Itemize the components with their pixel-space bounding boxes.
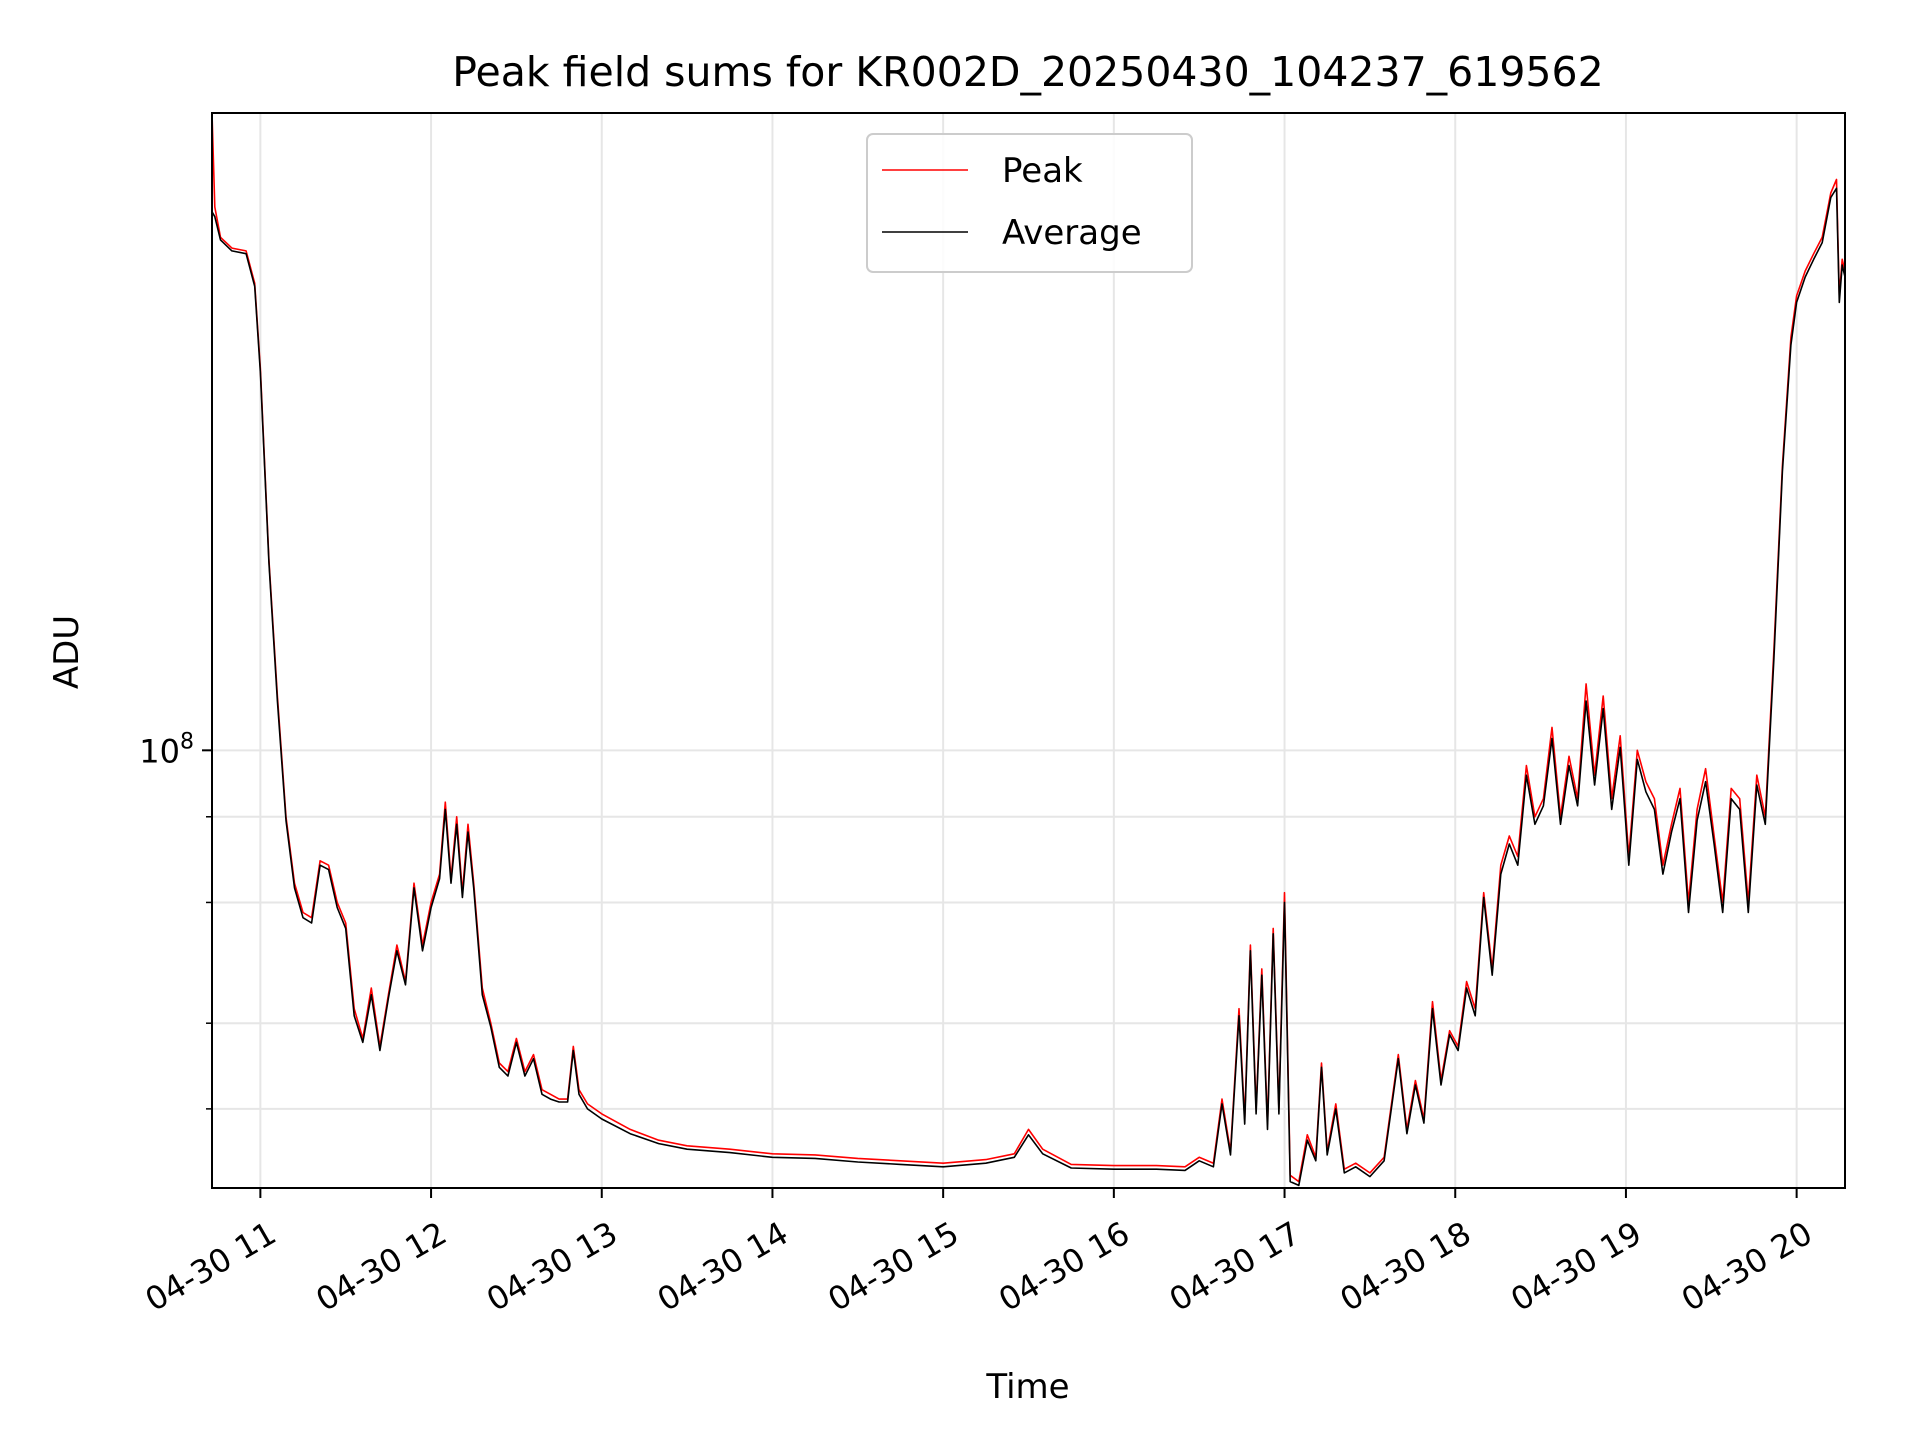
legend: Peak Average: [866, 133, 1193, 273]
series-lines: [212, 113, 1845, 1187]
legend-box: [866, 133, 1193, 273]
chart-title: Peak field sums for KR002D_20250430_1042…: [452, 48, 1603, 96]
grid: [212, 113, 1845, 1188]
y-axis-label: ADU: [47, 615, 87, 689]
y-tick-label: 108: [139, 729, 194, 770]
legend-label-average: Average: [1002, 213, 1142, 253]
x-axis-label: Time: [985, 1367, 1069, 1407]
series-line-average: [212, 187, 1845, 1187]
plot-frame: [211, 112, 1846, 1189]
legend-label-peak: Peak: [1002, 151, 1083, 191]
